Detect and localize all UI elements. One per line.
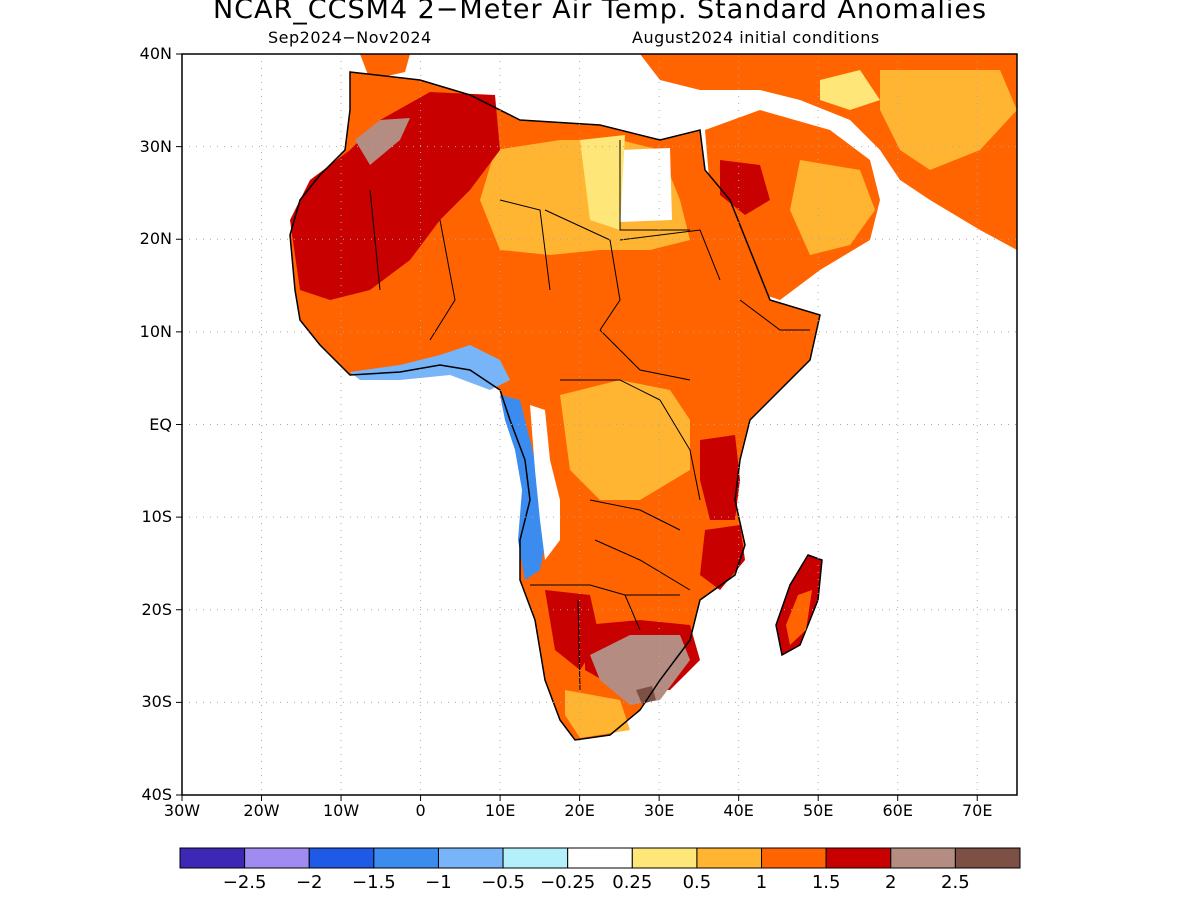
colorbar-label: −1 xyxy=(425,872,452,893)
x-tick-label: 0 xyxy=(415,801,426,820)
chart-title: NCAR_CCSM4 2−Meter Air Temp. Standard An… xyxy=(212,0,988,25)
colorbar-swatch xyxy=(696,847,763,869)
mozambique-strong xyxy=(700,525,745,590)
west-sahara-strong xyxy=(290,92,500,300)
colorbar-swatch xyxy=(567,847,633,869)
x-tick-label: 60E xyxy=(882,801,913,820)
colorbar-swatch xyxy=(244,847,310,869)
angola-coast-white xyxy=(530,405,560,560)
colorbar-label: −0.5 xyxy=(481,872,525,893)
colorbar xyxy=(179,847,1021,869)
africa-coastline xyxy=(289,71,821,741)
y-tick-label: 20S xyxy=(141,599,172,619)
arabia-strong xyxy=(720,160,770,215)
colorbar-swatch xyxy=(179,847,246,869)
colorbar-label: 0.5 xyxy=(682,872,712,893)
colorbar-label: 0.25 xyxy=(612,872,653,893)
x-tick-label: 70E xyxy=(962,801,993,820)
gabon-angola-coast-cool xyxy=(500,395,550,580)
colorbar-label: −1.5 xyxy=(351,872,396,893)
colorbar-swatch xyxy=(308,847,375,869)
y-tick-label: 20N xyxy=(139,229,172,249)
colorbar-label: −0.25 xyxy=(540,872,596,893)
x-tick-label: 20E xyxy=(564,801,595,820)
x-tick-label: 30E xyxy=(643,801,675,820)
y-tick-label: 10N xyxy=(139,321,172,341)
y-tick-label: 30S xyxy=(141,692,172,712)
lesotho-max xyxy=(636,686,656,704)
colorbar-swatch xyxy=(437,847,504,869)
colorbar-label: 2 xyxy=(885,872,897,893)
y-tick-label: 10S xyxy=(141,507,172,527)
colorbar-swatch xyxy=(954,847,1021,869)
morocco-extreme xyxy=(355,118,410,165)
y-tick-label: 40N xyxy=(139,44,172,63)
arabia-moderate xyxy=(790,160,875,255)
colorbar-swatch xyxy=(890,847,956,869)
colorbar-label: 2.5 xyxy=(941,872,970,893)
x-tick-label: 10E xyxy=(484,801,516,820)
east-africa-strong xyxy=(700,435,740,520)
colorbar-swatch xyxy=(631,847,698,869)
x-tick-label: 50E xyxy=(802,801,834,820)
colorbar-label: −2 xyxy=(295,872,323,893)
x-tick-label: 30W xyxy=(163,801,201,820)
y-tick-label: 40S xyxy=(141,785,172,804)
x-tick-label: 40E xyxy=(723,801,754,820)
madagascar-coast xyxy=(786,590,812,645)
colorbar-swatch xyxy=(373,847,439,869)
x-tick-label: 10W xyxy=(322,801,360,820)
colorbar-label: −2.5 xyxy=(222,872,267,893)
y-tick-label: EQ xyxy=(149,414,172,434)
libya-white xyxy=(620,148,672,222)
iran-moderate xyxy=(880,70,1017,170)
colorbar-swatch xyxy=(761,847,827,869)
x-tick-label: 20W xyxy=(243,801,280,820)
spain-strong xyxy=(360,54,410,80)
axis-ticks xyxy=(176,53,978,801)
initial-conditions: August2024 initial conditions xyxy=(632,28,880,47)
colorbar-swatch xyxy=(502,847,569,869)
colorbar-label: 1.5 xyxy=(811,872,841,893)
colorbar-swatch xyxy=(825,847,892,869)
y-tick-label: 30N xyxy=(139,136,172,156)
egypt-yellow xyxy=(580,135,625,230)
central-moderate xyxy=(560,380,690,500)
colorbar-label: 1 xyxy=(755,872,768,893)
forecast-period: Sep2024−Nov2024 xyxy=(268,28,432,47)
mediterranean-coast xyxy=(820,70,880,110)
country-borders xyxy=(369,140,810,691)
south-africa-extreme xyxy=(590,635,690,705)
map-layer xyxy=(289,54,1017,741)
